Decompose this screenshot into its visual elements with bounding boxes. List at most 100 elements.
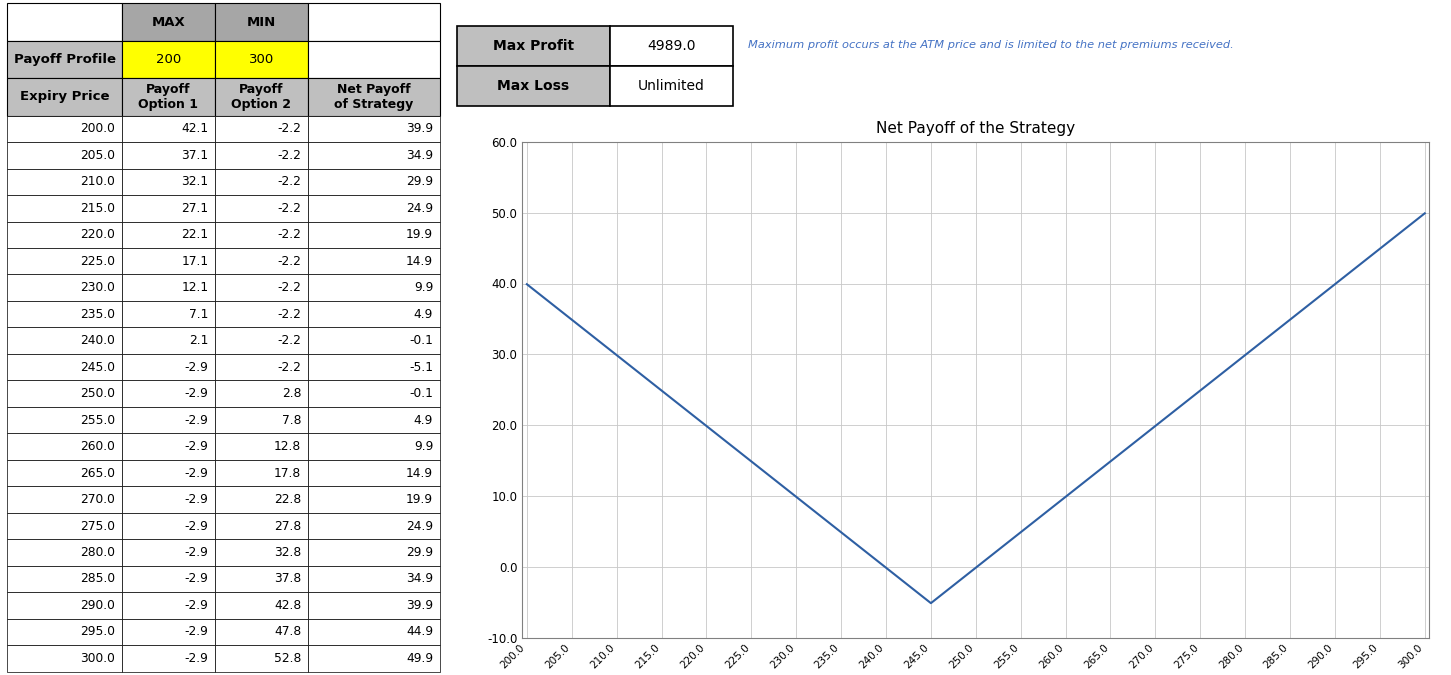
Text: 27.1: 27.1 xyxy=(181,202,209,215)
Text: 200.0: 200.0 xyxy=(80,122,115,136)
Title: Net Payoff of the Strategy: Net Payoff of the Strategy xyxy=(876,122,1075,136)
Text: 270.0: 270.0 xyxy=(80,493,115,506)
Bar xyxy=(7,592,122,619)
Text: 2.8: 2.8 xyxy=(281,387,302,400)
Bar xyxy=(308,566,440,592)
Bar xyxy=(122,539,215,566)
Bar xyxy=(215,407,308,433)
Text: 44.9: 44.9 xyxy=(406,626,434,639)
Text: 34.9: 34.9 xyxy=(406,149,434,162)
Bar xyxy=(7,195,122,221)
Text: 2.1: 2.1 xyxy=(189,334,209,347)
Text: 12.8: 12.8 xyxy=(274,440,302,453)
Bar xyxy=(122,3,215,40)
Bar xyxy=(7,301,122,327)
Bar xyxy=(215,142,308,169)
Text: -2.9: -2.9 xyxy=(184,360,209,374)
Bar xyxy=(215,433,308,460)
Bar xyxy=(7,169,122,195)
Bar xyxy=(308,486,440,513)
Text: Unlimited: Unlimited xyxy=(638,79,705,93)
Bar xyxy=(7,78,122,115)
Bar xyxy=(215,327,308,354)
Text: -2.9: -2.9 xyxy=(184,414,209,427)
Bar xyxy=(215,381,308,407)
Text: -2.2: -2.2 xyxy=(277,228,302,241)
Bar xyxy=(122,513,215,539)
Bar xyxy=(122,645,215,672)
Text: MIN: MIN xyxy=(247,16,276,28)
Bar xyxy=(7,433,122,460)
Text: 220.0: 220.0 xyxy=(80,228,115,241)
Bar xyxy=(7,566,122,592)
Bar xyxy=(308,169,440,195)
Text: 300: 300 xyxy=(248,53,274,66)
Text: 9.9: 9.9 xyxy=(414,440,434,453)
Bar xyxy=(122,78,215,115)
Bar xyxy=(7,354,122,381)
Bar xyxy=(308,275,440,301)
Bar xyxy=(7,407,122,433)
Bar xyxy=(7,327,122,354)
Bar xyxy=(122,221,215,248)
Text: 52.8: 52.8 xyxy=(274,652,302,665)
Bar xyxy=(215,3,308,40)
Text: 22.8: 22.8 xyxy=(274,493,302,506)
Bar xyxy=(215,566,308,592)
Bar xyxy=(308,327,440,354)
Text: 49.9: 49.9 xyxy=(406,652,434,665)
Bar xyxy=(122,40,215,78)
Bar xyxy=(215,301,308,327)
Text: 32.1: 32.1 xyxy=(181,176,209,188)
Text: 22.1: 22.1 xyxy=(181,228,209,241)
Bar xyxy=(215,592,308,619)
Text: 7.1: 7.1 xyxy=(189,308,209,321)
Bar xyxy=(122,327,215,354)
Bar xyxy=(308,142,440,169)
Bar xyxy=(122,566,215,592)
Bar xyxy=(308,301,440,327)
Bar xyxy=(7,619,122,645)
Text: 225.0: 225.0 xyxy=(80,254,115,268)
Text: MAX: MAX xyxy=(151,16,186,28)
Bar xyxy=(215,539,308,566)
Text: 32.8: 32.8 xyxy=(274,546,302,559)
Text: 39.9: 39.9 xyxy=(406,122,434,136)
Text: 280.0: 280.0 xyxy=(80,546,115,559)
Bar xyxy=(122,169,215,195)
Text: -2.2: -2.2 xyxy=(277,254,302,268)
Text: 205.0: 205.0 xyxy=(80,149,115,162)
Text: Max Profit: Max Profit xyxy=(493,38,575,53)
Text: 210.0: 210.0 xyxy=(80,176,115,188)
Bar xyxy=(7,275,122,301)
Bar xyxy=(215,486,308,513)
Text: 17.1: 17.1 xyxy=(181,254,209,268)
Text: -2.9: -2.9 xyxy=(184,520,209,533)
Text: 42.1: 42.1 xyxy=(181,122,209,136)
Bar xyxy=(7,539,122,566)
Text: -2.9: -2.9 xyxy=(184,572,209,585)
Bar xyxy=(122,354,215,381)
Bar xyxy=(7,486,122,513)
Bar xyxy=(122,407,215,433)
Bar xyxy=(122,381,215,407)
Bar xyxy=(308,539,440,566)
Bar xyxy=(7,248,122,275)
Text: -2.9: -2.9 xyxy=(184,440,209,453)
Text: -2.2: -2.2 xyxy=(277,176,302,188)
Bar xyxy=(308,115,440,142)
Text: Payoff
Option 2: Payoff Option 2 xyxy=(231,83,292,111)
Text: 290.0: 290.0 xyxy=(80,599,115,612)
Bar xyxy=(122,592,215,619)
Text: 37.8: 37.8 xyxy=(274,572,302,585)
Bar xyxy=(308,460,440,486)
Bar xyxy=(215,275,308,301)
Bar xyxy=(7,40,122,78)
Text: 295.0: 295.0 xyxy=(80,626,115,639)
Bar xyxy=(122,486,215,513)
Bar xyxy=(457,26,609,66)
Text: 24.9: 24.9 xyxy=(406,520,434,533)
Bar xyxy=(308,619,440,645)
Text: 235.0: 235.0 xyxy=(80,308,115,321)
Text: 250.0: 250.0 xyxy=(80,387,115,400)
